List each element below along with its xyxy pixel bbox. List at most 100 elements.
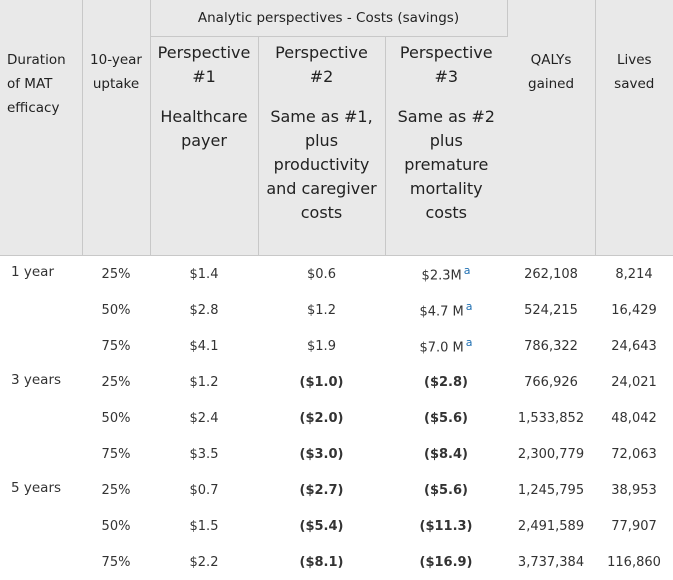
- duration-cell: [0, 292, 82, 328]
- perspective-1-cell: $4.1: [150, 328, 258, 364]
- qalys-cell-value: 786,322: [524, 339, 578, 354]
- duration-cell: [0, 544, 82, 580]
- qalys-cell: 3,737,384: [507, 544, 595, 580]
- footnote-marker: a: [464, 264, 471, 277]
- perspective-1-cell: $2.8: [150, 292, 258, 328]
- lives-cell: 48,042: [595, 400, 673, 436]
- qalys-cell: 766,926: [507, 364, 595, 400]
- perspective-2-cell-value: ($5.4): [300, 519, 344, 534]
- perspective-1-cell-value: $0.7: [190, 483, 219, 498]
- qalys-cell: 1,533,852: [507, 400, 595, 436]
- lives-cell: 8,214: [595, 256, 673, 293]
- perspective-1-header: Perspective #1 Healthcare payer: [150, 37, 258, 256]
- uptake-cell: 25%: [82, 364, 150, 400]
- perspective-2-cell-value: $0.6: [307, 267, 336, 282]
- perspective-desc-line: costs: [301, 203, 343, 222]
- perspective-2-cell: ($5.4): [258, 508, 385, 544]
- perspective-2-cell-value: ($3.0): [300, 447, 344, 462]
- qalys-cell-value: 3,737,384: [518, 555, 584, 570]
- lives-cell-value: 77,907: [611, 519, 657, 534]
- uptake-cell: 25%: [82, 472, 150, 508]
- uptake-cell-value: 25%: [102, 483, 131, 498]
- lives-cell: 72,063: [595, 436, 673, 472]
- perspective-2-cell: ($1.0): [258, 364, 385, 400]
- qalys-cell-value: 262,108: [524, 267, 578, 282]
- perspective-desc-line: plus: [305, 131, 338, 150]
- qalys-cell-value: 766,926: [524, 375, 578, 390]
- lives-cell: 77,907: [595, 508, 673, 544]
- perspective-1-cell: $1.5: [150, 508, 258, 544]
- uptake-cell: 75%: [82, 328, 150, 364]
- uptake-cell-value: 75%: [102, 339, 131, 354]
- perspective-2-cell: ($2.7): [258, 472, 385, 508]
- uptake-cell-value: 50%: [102, 519, 131, 534]
- perspective-3-cell: ($11.3): [385, 508, 507, 544]
- duration-cell: 5 years: [0, 472, 82, 508]
- header-row-1: Duration of MAT efficacy 10-year uptake …: [0, 0, 673, 37]
- duration-header-line: efficacy: [7, 100, 59, 116]
- duration-cell-value: 5 years: [11, 480, 61, 496]
- qalys-header: QALYs gained: [507, 0, 595, 256]
- perspective-desc-line: Healthcare: [160, 107, 247, 126]
- qalys-cell-value: 2,300,779: [518, 447, 584, 462]
- lives-cell-value: 16,429: [611, 303, 657, 318]
- qalys-cell-value: 1,245,795: [518, 483, 584, 498]
- lives-cell-value: 24,643: [611, 339, 657, 354]
- perspective-1-cell-value: $2.2: [190, 555, 219, 570]
- lives-cell: 24,021: [595, 364, 673, 400]
- perspective-2-cell-value: $1.9: [307, 339, 336, 354]
- uptake-cell: 50%: [82, 400, 150, 436]
- lives-cell-value: 38,953: [611, 483, 657, 498]
- perspective-3-cell: ($5.6): [385, 400, 507, 436]
- footnote-marker: a: [466, 300, 473, 313]
- uptake-cell: 75%: [82, 544, 150, 580]
- lives-cell: 24,643: [595, 328, 673, 364]
- duration-header: Duration of MAT efficacy: [0, 0, 82, 256]
- perspective-3-cell: ($8.4): [385, 436, 507, 472]
- perspective-3-cell: ($16.9): [385, 544, 507, 580]
- duration-cell-value: 1 year: [11, 264, 54, 280]
- perspective-1-cell: $3.5: [150, 436, 258, 472]
- perspective-desc-line: Same as #2: [398, 107, 495, 126]
- perspective-2-cell: $1.9: [258, 328, 385, 364]
- qalys-cell-value: 2,491,589: [518, 519, 584, 534]
- perspective-1-cell-value: $1.4: [190, 267, 219, 282]
- perspective-3-cell-value: ($2.8): [424, 375, 468, 390]
- qalys-header-line: gained: [528, 76, 574, 92]
- qalys-header-line: QALYs: [531, 52, 572, 68]
- perspective-3-cell-value: ($8.4): [424, 447, 468, 462]
- table-row: 50% $1.5 ($5.4) ($11.3) 2,491,589 77,907: [0, 508, 673, 544]
- uptake-cell: 50%: [82, 508, 150, 544]
- perspective-3-cell-value: $2.3M: [422, 269, 462, 284]
- lives-cell-value: 48,042: [611, 411, 657, 426]
- perspective-title-line: #2: [310, 67, 334, 86]
- perspective-1-cell: $2.4: [150, 400, 258, 436]
- duration-header-line: Duration: [7, 52, 66, 68]
- uptake-cell-value: 25%: [102, 375, 131, 390]
- perspective-1-cell: $0.7: [150, 472, 258, 508]
- qalys-cell: 2,491,589: [507, 508, 595, 544]
- uptake-header-line: uptake: [93, 76, 139, 92]
- perspective-desc-line: productivity: [274, 155, 370, 174]
- perspective-2-cell-value: ($2.7): [300, 483, 344, 498]
- duration-header-line: of MAT: [7, 76, 52, 92]
- uptake-cell: 25%: [82, 256, 150, 293]
- perspective-2-cell-value: ($1.0): [300, 375, 344, 390]
- lives-header: Lives saved: [595, 0, 673, 256]
- perspective-1-cell-value: $1.5: [190, 519, 219, 534]
- duration-cell: [0, 400, 82, 436]
- perspective-1-cell: $2.2: [150, 544, 258, 580]
- perspective-3-cell-value: $7.0 M: [419, 341, 463, 356]
- duration-cell: 1 year: [0, 256, 82, 293]
- duration-cell-value: 3 years: [11, 372, 61, 388]
- uptake-cell: 50%: [82, 292, 150, 328]
- uptake-header-line: 10-year: [90, 52, 142, 68]
- perspective-2-cell-value: $1.2: [307, 303, 336, 318]
- perspective-1-cell-value: $1.2: [190, 375, 219, 390]
